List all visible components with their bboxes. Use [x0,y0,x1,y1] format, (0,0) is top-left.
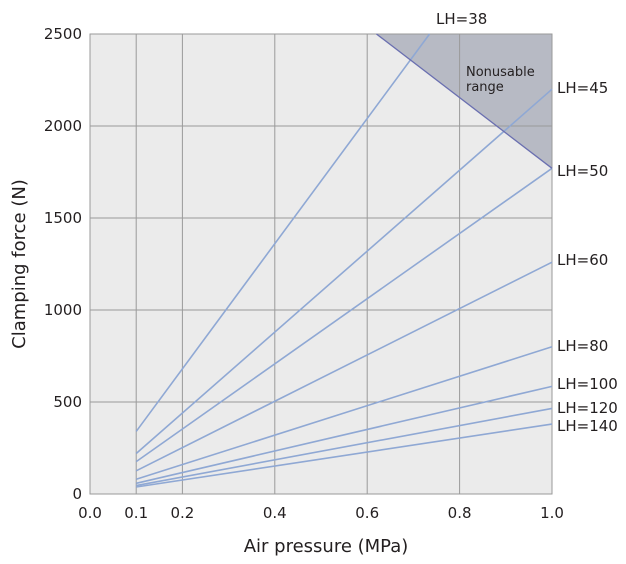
series-label-lh-140: LH=140 [557,417,618,435]
x-tick-label: 0.0 [78,504,102,522]
series-line-lh-140 [136,423,553,488]
series-label-lh-38: LH=38 [436,10,487,28]
x-tick-labels: 0.0 0.1 0.2 0.4 0.6 0.8 1.0 [78,504,564,522]
plot-frame [89,33,553,495]
nonusable-boundary-line [376,33,553,169]
plot-background [90,34,552,494]
series-labels: LH=38 LH=45 LH=50 LH=60 LH=80 LH=100 LH=120LH=… [436,10,618,435]
y-tick-labels: 0 500 1000 1500 2000 2500 [44,25,82,503]
series-lines [135,33,553,488]
x-tick-label: 0.4 [263,504,287,522]
series-label-lh-100: LH=100 [557,375,618,393]
series-label-lh-45: LH=45 [557,79,608,97]
series-line-lh-100 [136,385,553,485]
grid-lines [90,34,552,494]
y-tick-label: 2500 [44,25,82,43]
series-label-lh-120: LH=120 [557,399,618,417]
y-axis-title: Clamping force (N) [9,179,30,349]
x-tick-label: 0.1 [124,504,148,522]
series-line-lh-50 [135,167,553,463]
series-line-lh-45 [135,88,553,455]
x-tick-label: 0.2 [170,504,194,522]
series-line-lh-80 [135,346,553,481]
y-tick-label: 0 [72,485,82,503]
y-tick-label: 1000 [44,301,82,319]
y-tick-label: 1500 [44,209,82,227]
series-label-lh-50: LH=50 [557,162,608,180]
series-label-lh-60: LH=60 [557,251,608,269]
nonusable-label-line-2: range [466,80,504,95]
series-label-lh-80: LH=80 [557,337,608,355]
nonusable-label-line-1: Nonusable [466,65,535,80]
series-line-lh-60 [135,261,553,472]
series-line-lh-120 [136,407,553,487]
y-tick-label: 500 [53,393,82,411]
y-tick-label: 2000 [44,117,82,135]
series-line-lh-38 [135,33,431,432]
x-tick-label: 0.8 [448,504,472,522]
x-tick-label: 1.0 [540,504,564,522]
x-axis-title: Air pressure (MPa) [244,536,409,557]
x-tick-label: 0.6 [355,504,379,522]
